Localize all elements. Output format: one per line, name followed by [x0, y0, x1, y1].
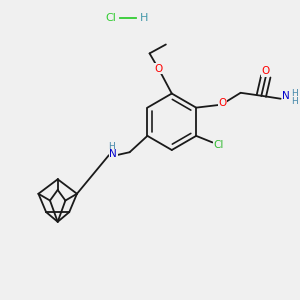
Text: H: H — [140, 13, 148, 23]
Text: O: O — [219, 98, 227, 108]
Text: Cl: Cl — [213, 140, 224, 150]
Text: N: N — [282, 92, 290, 101]
Text: H: H — [291, 97, 298, 106]
Text: N: N — [110, 149, 117, 159]
Text: O: O — [262, 66, 270, 76]
Text: H: H — [291, 89, 298, 98]
Text: H: H — [109, 142, 115, 152]
Text: O: O — [154, 64, 163, 74]
Text: Cl: Cl — [106, 13, 116, 23]
